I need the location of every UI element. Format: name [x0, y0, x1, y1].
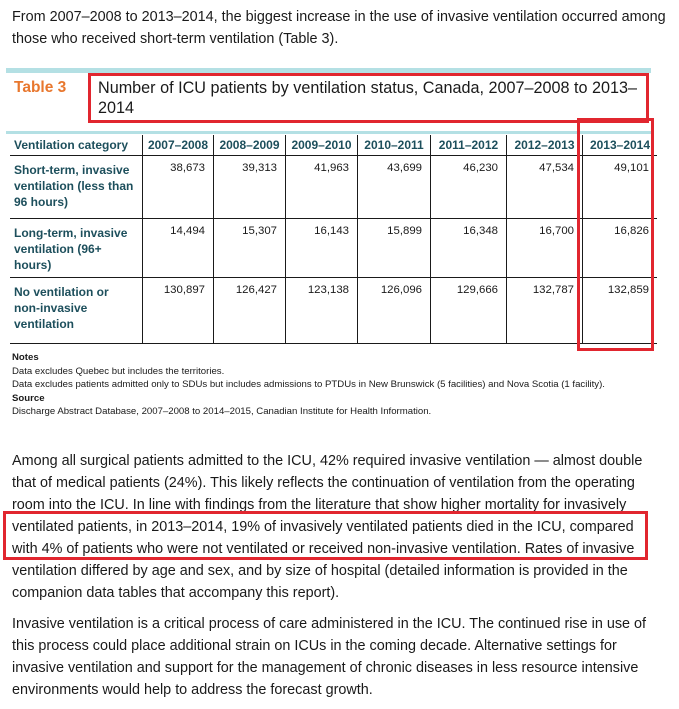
column-header: 2009–2010: [285, 135, 358, 156]
column-header: 2010–2011: [357, 135, 431, 156]
body-paragraph: Among all surgical patients admitted to …: [12, 453, 643, 601]
table-cell: 46,230: [430, 155, 507, 219]
row-category: Short-term, invasive ventilation (less t…: [10, 155, 143, 219]
table-row: Long-term, invasive ventilation (96+ hou…: [10, 218, 657, 278]
ventilation-table: Ventilation category 2007–2008 2008–2009…: [10, 135, 657, 344]
table-header-row: Ventilation category 2007–2008 2008–2009…: [10, 135, 657, 156]
column-header: 2008–2009: [213, 135, 286, 156]
table-cell: 126,096: [357, 277, 431, 344]
body-paragraph: Invasive ventilation is a critical proce…: [12, 616, 647, 698]
table-cell: 15,307: [213, 218, 286, 278]
table-cell: 47,534: [506, 155, 583, 219]
table-notes: Notes Data excludes Quebec but includes …: [12, 351, 677, 419]
table-cell: 43,699: [357, 155, 431, 219]
table-cell: 126,427: [213, 277, 286, 344]
table-cell: 16,348: [430, 218, 507, 278]
table-cell: 132,859: [582, 277, 657, 344]
intro-paragraph: From 2007–2008 to 2013–2014, the biggest…: [12, 9, 666, 47]
column-highlight-box: [577, 118, 654, 351]
table-cell: 15,899: [357, 218, 431, 278]
table-cell: 14,494: [142, 218, 214, 278]
table-cell: 16,826: [582, 218, 657, 278]
source-line: Discharge Abstract Database, 2007–2008 t…: [12, 406, 432, 417]
title-highlight-box: [88, 73, 649, 123]
column-header: 2011–2012: [430, 135, 507, 156]
notes-heading: Notes: [12, 352, 39, 363]
table-title: Number of ICU patients by ventilation st…: [98, 79, 638, 117]
table-cell: 130,897: [142, 277, 214, 344]
column-header: 2007–2008: [142, 135, 214, 156]
paragraph-highlight-box: [3, 511, 648, 560]
row-category: No ventilation or non-invasive ventilati…: [10, 277, 143, 344]
table-cell: 132,787: [506, 277, 583, 344]
table-cell: 123,138: [285, 277, 358, 344]
table-cell: 39,313: [213, 155, 286, 219]
table-top-rule: [6, 68, 651, 73]
table-title-rule: [6, 131, 651, 134]
source-heading: Source: [12, 392, 45, 404]
row-category: Long-term, invasive ventilation (96+ hou…: [10, 218, 143, 278]
note-line: Data excludes patients admitted only to …: [12, 379, 605, 390]
table-cell: 41,963: [285, 155, 358, 219]
column-header: 2013–2014: [582, 135, 657, 156]
table-cell: 16,700: [506, 218, 583, 278]
table-label: Table 3: [14, 79, 67, 96]
table-row: No ventilation or non-invasive ventilati…: [10, 277, 657, 344]
table-row: Short-term, invasive ventilation (less t…: [10, 155, 657, 219]
table-cell: 38,673: [142, 155, 214, 219]
table-cell: 129,666: [430, 277, 507, 344]
table-cell: 16,143: [285, 218, 358, 278]
column-header: Ventilation category: [10, 135, 143, 156]
table-cell: 49,101: [582, 155, 657, 219]
column-header: 2012–2013: [506, 135, 583, 156]
note-line: Data excludes Quebec but includes the te…: [12, 365, 225, 377]
